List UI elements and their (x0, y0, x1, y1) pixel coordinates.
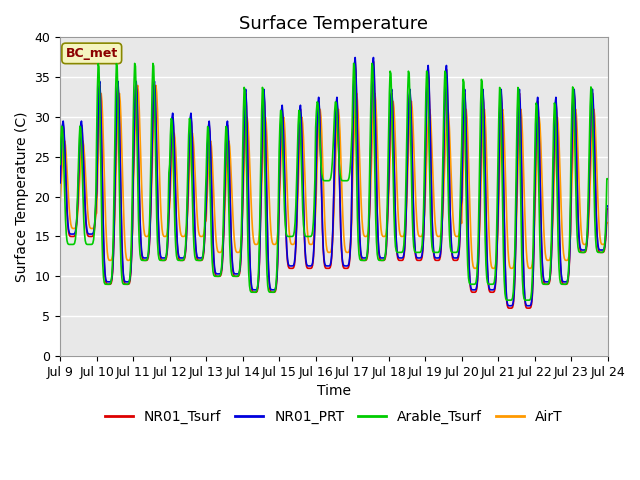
NR01_PRT (326, 263, 333, 269)
Arable_Tsurf (131, 60, 138, 66)
AirT (433, 233, 441, 239)
Arable_Tsurf (505, 297, 513, 303)
NR01_Tsurf (351, 59, 359, 64)
AirT (472, 265, 479, 271)
Legend: NR01_Tsurf, NR01_PRT, Arable_Tsurf, AirT: NR01_Tsurf, NR01_PRT, Arable_Tsurf, AirT (100, 404, 568, 430)
NR01_Tsurf (380, 257, 387, 263)
Arable_Tsurf (604, 176, 611, 181)
NR01_PRT (177, 255, 184, 261)
AirT (56, 201, 64, 207)
NR01_PRT (200, 246, 208, 252)
NR01_PRT (351, 55, 359, 60)
NR01_PRT (506, 303, 514, 309)
Y-axis label: Surface Temperature (C): Surface Temperature (C) (15, 111, 29, 282)
Arable_Tsurf (201, 222, 209, 228)
NR01_PRT (433, 255, 441, 261)
Arable_Tsurf (177, 257, 185, 263)
AirT (326, 250, 334, 255)
AirT (555, 137, 563, 143)
NR01_Tsurf (506, 305, 514, 311)
NR01_PRT (380, 255, 387, 261)
Line: Arable_Tsurf: Arable_Tsurf (60, 63, 607, 300)
AirT (201, 226, 209, 231)
X-axis label: Time: Time (317, 384, 351, 398)
Line: AirT: AirT (60, 85, 607, 268)
AirT (134, 83, 141, 88)
NR01_Tsurf (56, 183, 64, 189)
AirT (177, 232, 185, 238)
NR01_Tsurf (200, 249, 208, 255)
Line: NR01_PRT: NR01_PRT (60, 58, 607, 306)
Title: Surface Temperature: Surface Temperature (239, 15, 428, 33)
NR01_PRT (56, 180, 64, 186)
Arable_Tsurf (326, 177, 334, 183)
NR01_Tsurf (604, 206, 611, 212)
NR01_Tsurf (433, 257, 441, 263)
Arable_Tsurf (380, 257, 387, 263)
NR01_Tsurf (326, 265, 333, 271)
NR01_PRT (604, 203, 611, 209)
NR01_Tsurf (555, 210, 563, 216)
Arable_Tsurf (433, 250, 441, 255)
Text: BC_met: BC_met (66, 47, 118, 60)
AirT (380, 234, 387, 240)
Arable_Tsurf (555, 264, 563, 270)
Line: NR01_Tsurf: NR01_Tsurf (60, 61, 607, 308)
NR01_Tsurf (177, 257, 184, 263)
NR01_PRT (555, 206, 563, 212)
AirT (604, 220, 611, 226)
Arable_Tsurf (56, 162, 64, 168)
